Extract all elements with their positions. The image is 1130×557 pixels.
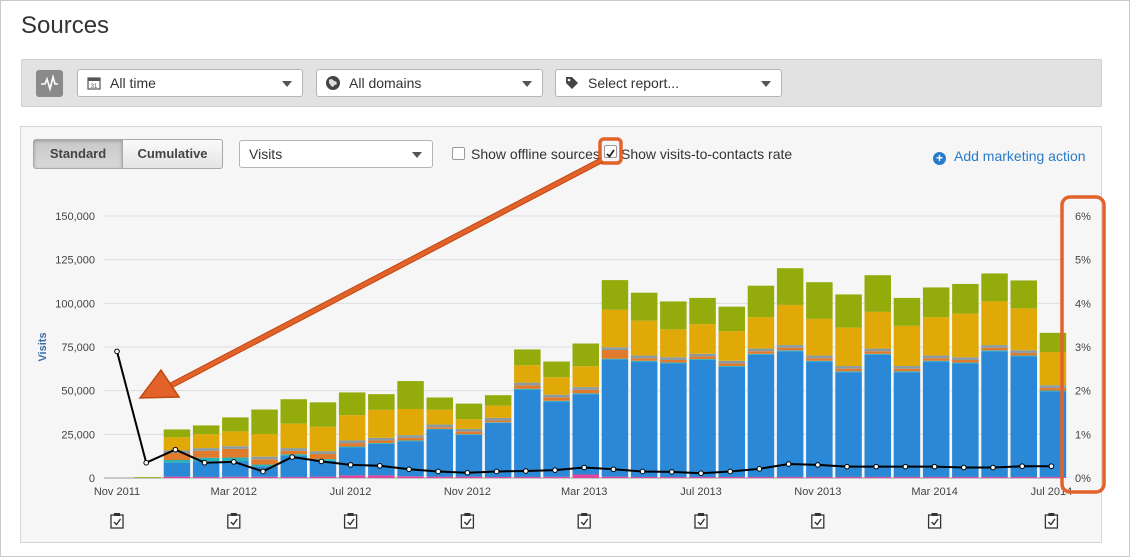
svg-text:31: 31	[91, 84, 98, 90]
standard-toggle[interactable]: Standard	[33, 139, 123, 169]
domains-value: All domains	[349, 75, 422, 91]
calendar-icon: 31	[86, 75, 102, 91]
report-value: Select report...	[588, 75, 680, 91]
plus-circle-icon: +	[933, 152, 946, 165]
add-marketing-action-link[interactable]: + Add marketing action	[933, 148, 1086, 165]
offline-sources-checkbox[interactable]	[452, 147, 465, 160]
domains-dropdown[interactable]: All domains	[316, 69, 543, 97]
chevron-down-icon	[282, 81, 292, 87]
chevron-down-icon	[522, 81, 532, 87]
check-icon	[606, 149, 615, 158]
visits-rate-checkbox[interactable]	[604, 145, 617, 158]
page-title: Sources	[21, 12, 110, 39]
offline-sources-label: Show offline sources	[471, 146, 600, 162]
filter-bar: 31 All time All domains Select report...	[21, 59, 1102, 107]
tag-icon	[564, 75, 580, 91]
date-range-value: All time	[110, 75, 156, 91]
chevron-down-icon	[761, 81, 771, 87]
globe-icon	[325, 75, 341, 91]
pulse-icon[interactable]	[36, 70, 63, 97]
visits-rate-label: Show visits-to-contacts rate	[621, 146, 793, 162]
report-dropdown[interactable]: Select report...	[555, 69, 782, 97]
chevron-down-icon	[412, 152, 422, 158]
add-marketing-action-label: Add marketing action	[954, 148, 1086, 164]
metric-dropdown[interactable]: Visits	[239, 140, 433, 168]
chart-panel: Standard Cumulative Visits Show offline …	[20, 126, 1102, 543]
cumulative-toggle[interactable]: Cumulative	[122, 139, 223, 169]
metric-value: Visits	[249, 146, 283, 162]
date-range-dropdown[interactable]: 31 All time	[77, 69, 303, 97]
